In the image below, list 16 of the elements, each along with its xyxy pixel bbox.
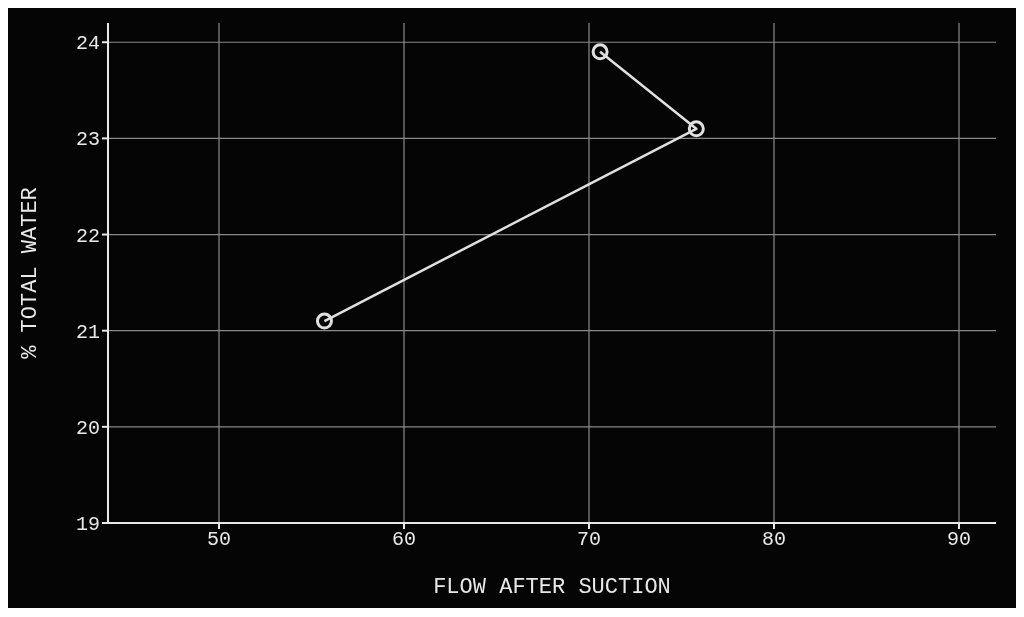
y-tick-label: 24 [75, 32, 100, 56]
x-tick-label: 80 [761, 528, 787, 552]
x-tick-label: 60 [391, 528, 417, 552]
x-tick-label: 50 [206, 528, 232, 552]
x-tick-label: 70 [576, 528, 602, 552]
y-tick-label: 21 [75, 320, 100, 344]
point [591, 43, 609, 61]
x-axis-title: FLOW AFTER SUCTION [433, 575, 671, 600]
y-tick-label: 19 [75, 513, 100, 537]
point [315, 312, 333, 330]
x-tick-label: 90 [946, 528, 972, 552]
y-tick-label: 20 [75, 416, 100, 440]
y-tick-label: 23 [75, 128, 100, 152]
y-axis-title: % TOTAL WATER [17, 187, 43, 359]
point [687, 120, 705, 138]
y-tick-label: 22 [75, 224, 100, 248]
